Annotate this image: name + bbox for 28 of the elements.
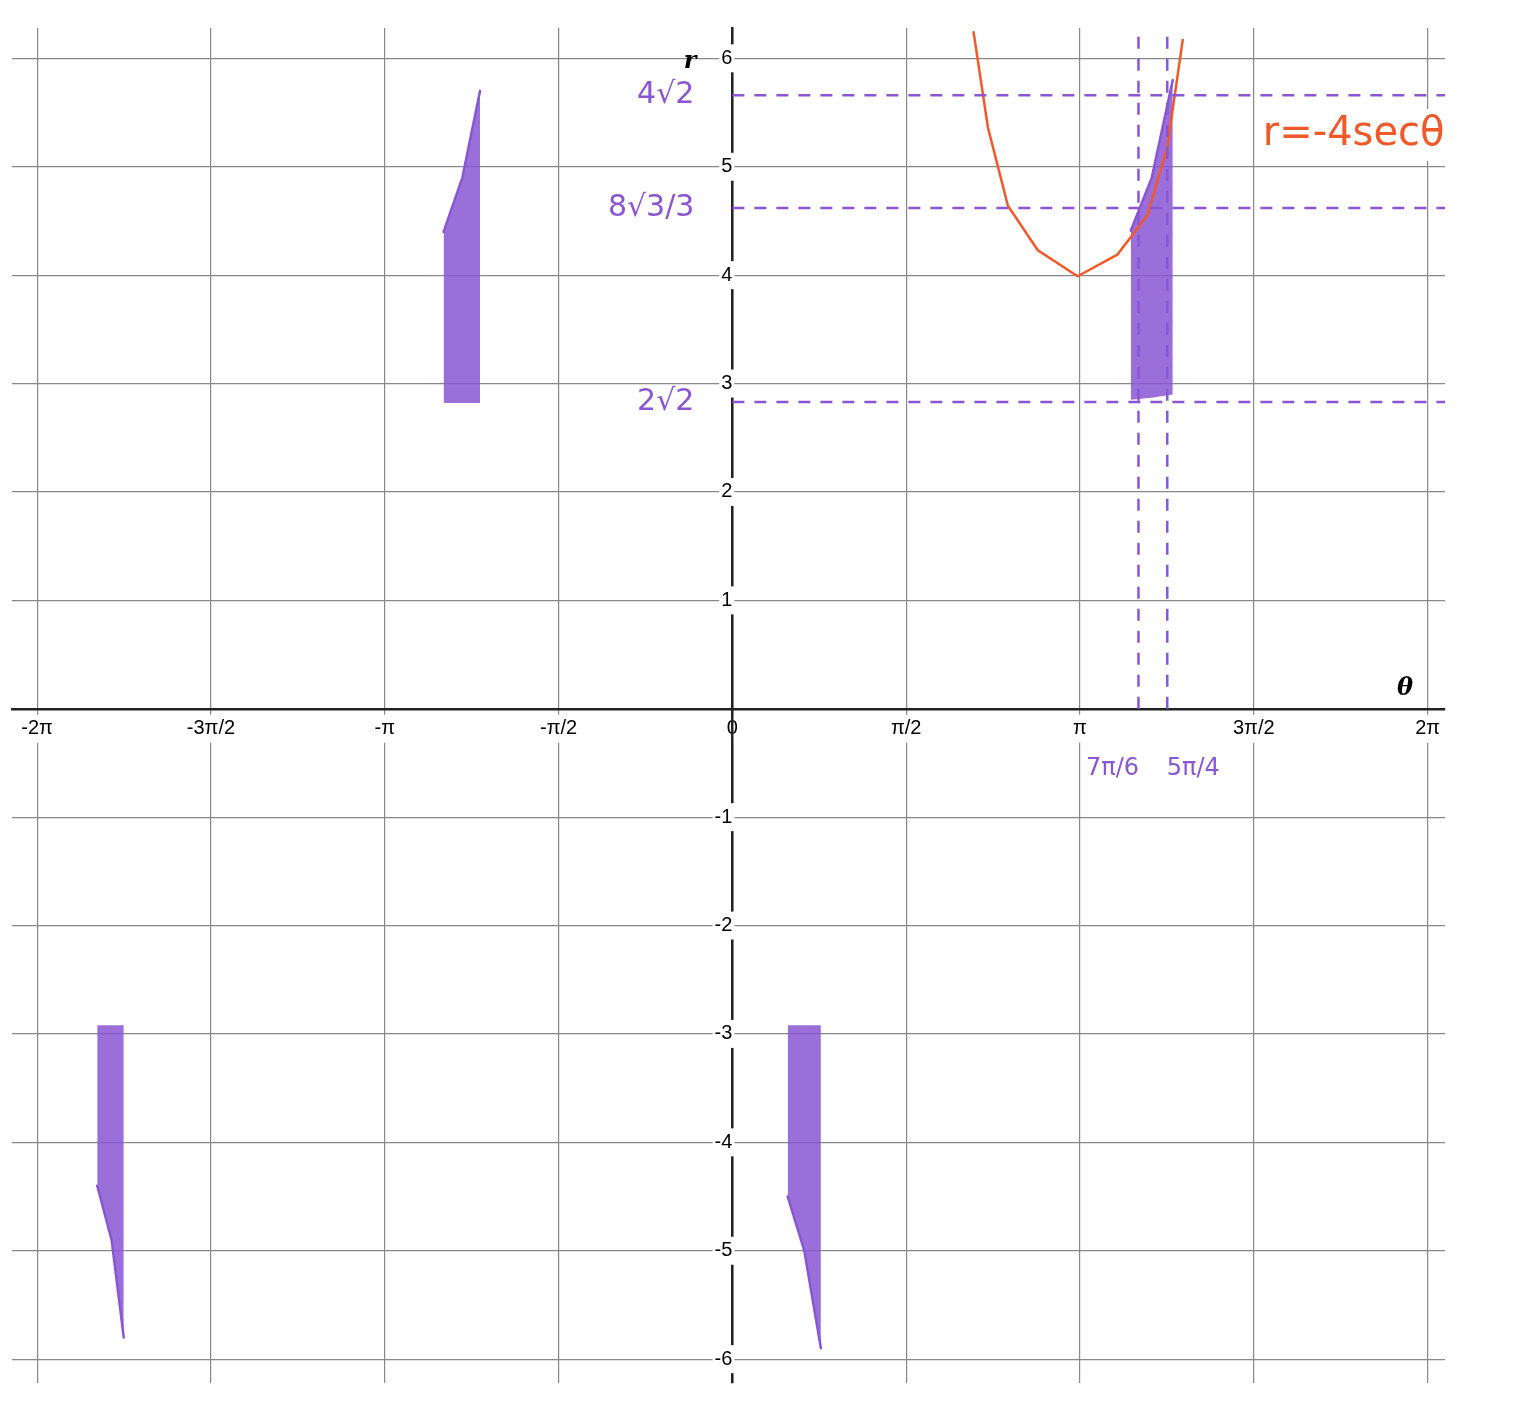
x-tick-label: -3π/2: [186, 716, 236, 739]
ref-line-label: 4√2: [637, 75, 695, 110]
x-tick-label: -2π: [21, 716, 53, 739]
ref-line-label: 8√3/3: [607, 187, 695, 223]
x-tick-label: π: [1073, 716, 1087, 739]
ref-line-label: 7π/6: [1085, 752, 1140, 781]
ref-line-label: 5π/4: [1166, 752, 1220, 781]
y-tick-label: -2: [714, 913, 733, 936]
y-tick-label: -5: [714, 1238, 733, 1261]
x-axis-title: θ: [1396, 671, 1414, 701]
y-tick-label: 4: [721, 262, 733, 285]
text: r=-4secθ: [1262, 108, 1445, 155]
x-tick-label: 3π/2: [1232, 716, 1275, 739]
y-tick-label: 5: [721, 154, 733, 177]
ref-line-label: 2√2: [637, 381, 695, 417]
x-tick-label: -π: [374, 716, 395, 739]
y-tick-label: -3: [714, 1021, 733, 1044]
y-tick-label: 2: [721, 479, 733, 502]
y-tick-label: -4: [714, 1129, 733, 1152]
y-tick-label: 1: [721, 587, 733, 610]
y-tick-label: -6: [714, 1346, 733, 1369]
y-tick-label: 6: [721, 45, 733, 68]
x-tick-label: -π/2: [539, 716, 578, 739]
y-tick-label: -1: [714, 804, 733, 827]
y-axis-title: r: [683, 45, 699, 75]
x-tick-label: π/2: [890, 716, 922, 739]
x-tick-label: 2π: [1415, 716, 1441, 739]
y-tick-label: 3: [721, 371, 733, 394]
